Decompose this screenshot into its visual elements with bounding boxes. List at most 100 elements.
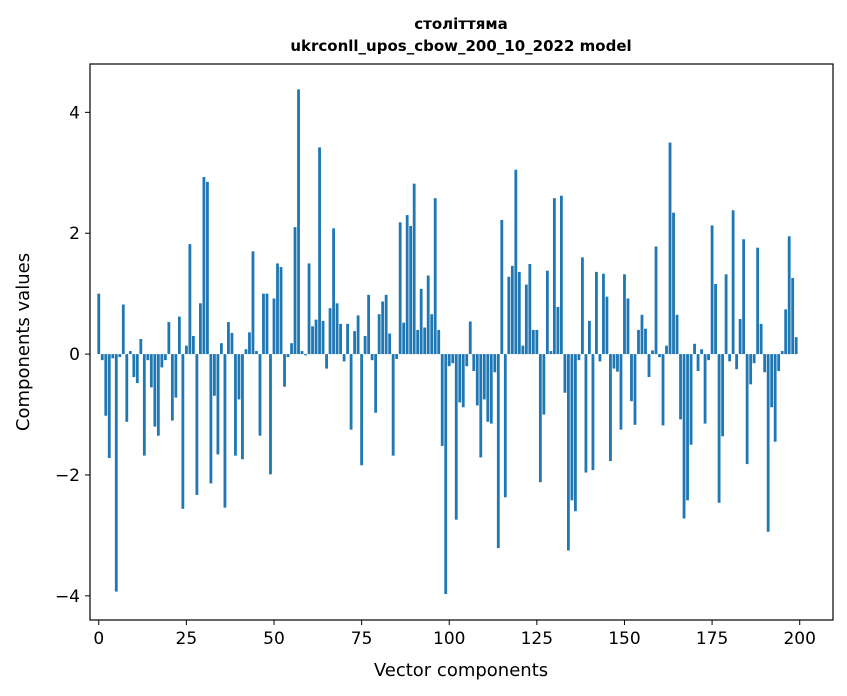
- bar: [556, 306, 560, 355]
- bar: [458, 354, 462, 403]
- bar: [777, 354, 781, 372]
- bar: [213, 354, 216, 396]
- bar: [384, 294, 388, 355]
- bar: [307, 263, 311, 355]
- bar: [146, 354, 150, 361]
- bar: [237, 354, 241, 400]
- bar: [566, 354, 570, 551]
- bar: [784, 309, 788, 355]
- bar: [191, 335, 195, 355]
- bar: [188, 244, 192, 355]
- bar: [248, 332, 251, 355]
- bar: [346, 323, 349, 355]
- bar: [142, 354, 146, 456]
- bar: [156, 354, 160, 436]
- bar: [363, 335, 367, 355]
- y-tick-label: −4: [55, 587, 80, 607]
- bar: [559, 195, 563, 355]
- bar: [493, 354, 497, 373]
- bar: [202, 177, 206, 355]
- bar: [703, 354, 707, 424]
- bar: [220, 343, 223, 355]
- bar: [174, 354, 178, 398]
- bar: [353, 331, 356, 355]
- bar: [128, 351, 132, 355]
- bar: [402, 322, 406, 355]
- bar: [651, 350, 654, 355]
- bar: [524, 284, 528, 355]
- bar: [272, 298, 276, 355]
- bar: [763, 354, 767, 373]
- x-tick-label: 150: [608, 629, 640, 649]
- bar: [517, 271, 521, 355]
- plot-frame: [89, 63, 834, 621]
- bar: [507, 276, 511, 355]
- bar: [482, 354, 486, 400]
- bar: [416, 329, 420, 355]
- bar: [367, 294, 371, 355]
- bar: [633, 354, 637, 425]
- bar: [500, 219, 504, 355]
- bar: [335, 303, 339, 355]
- plot-area: [97, 89, 798, 595]
- x-tick-label: 200: [783, 629, 815, 649]
- bar: [304, 354, 307, 356]
- bar: [542, 354, 546, 415]
- bar: [332, 228, 335, 355]
- bar: [374, 354, 378, 413]
- bar: [549, 351, 553, 355]
- x-tick-label: 100: [433, 629, 465, 649]
- bar: [465, 354, 469, 367]
- bar: [710, 225, 714, 355]
- bar: [114, 354, 118, 592]
- bar: [770, 354, 774, 408]
- chart-title-line1: століттяма: [414, 15, 507, 33]
- bar: [489, 354, 493, 424]
- bar: [342, 354, 346, 362]
- bar: [637, 329, 640, 355]
- bar: [216, 354, 220, 455]
- bar: [283, 354, 286, 387]
- bar: [654, 246, 658, 355]
- bar: [661, 354, 665, 426]
- bar: [721, 354, 724, 437]
- bar: [696, 354, 700, 372]
- bar: [181, 354, 185, 509]
- bar: [107, 354, 111, 459]
- bar: [286, 354, 290, 358]
- bar: [279, 267, 283, 355]
- bar: [570, 354, 574, 501]
- bar: [447, 354, 451, 367]
- bar: [538, 354, 542, 483]
- bar: [766, 354, 770, 532]
- bar: [160, 354, 164, 368]
- bar: [244, 349, 248, 355]
- bar: [738, 319, 742, 355]
- bar: [153, 354, 157, 427]
- bar: [577, 354, 581, 361]
- x-tick-label: 175: [696, 629, 728, 649]
- bar: [100, 354, 104, 361]
- bar: [672, 212, 675, 355]
- bar: [258, 354, 262, 436]
- bar: [227, 322, 230, 355]
- bar: [612, 354, 616, 369]
- bar: [293, 227, 297, 355]
- bar: [679, 354, 682, 420]
- bar: [598, 354, 602, 362]
- bar: [791, 277, 795, 355]
- bar: [255, 351, 258, 355]
- bar: [717, 354, 721, 503]
- bar: [377, 314, 381, 355]
- y-axis: −4 −2 0 2 4: [55, 103, 90, 607]
- bar: [170, 354, 174, 421]
- bar: [623, 274, 626, 355]
- bar: [675, 314, 679, 355]
- bar: [199, 303, 202, 355]
- bar: [794, 337, 798, 355]
- bar: [163, 354, 167, 361]
- bar: [668, 142, 672, 355]
- bar: [486, 354, 490, 422]
- x-axis-label: Vector components: [374, 660, 548, 681]
- bar: [756, 247, 760, 355]
